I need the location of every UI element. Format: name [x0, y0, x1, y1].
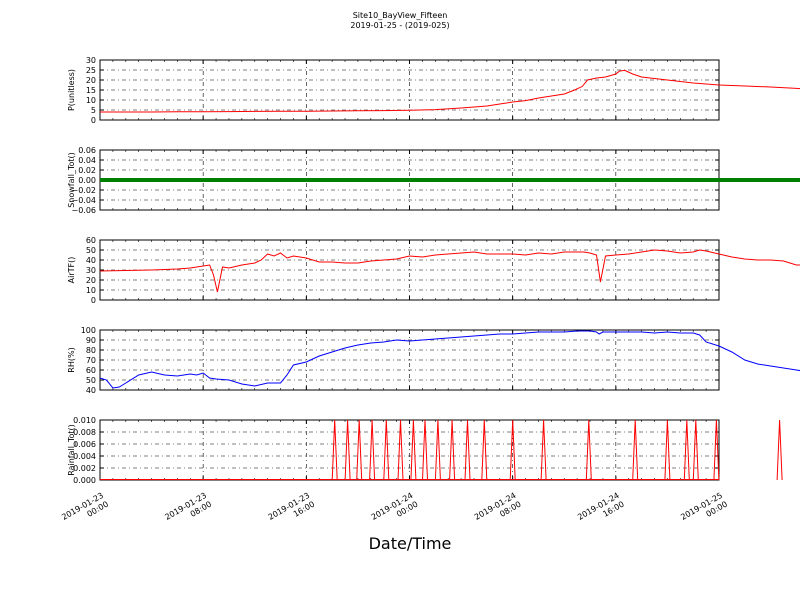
rainfall-spike — [632, 419, 639, 481]
y-tick-label: 70 — [86, 356, 96, 365]
y-tick-label: 50 — [86, 376, 96, 385]
series-line-3 — [99, 330, 800, 389]
y-tick-label: 0.02 — [78, 166, 96, 175]
y-tick-label: 100 — [81, 326, 96, 335]
y-tick-label: 30 — [86, 56, 96, 65]
rainfall-spike — [422, 419, 428, 481]
y-tick-label: 0.004 — [73, 452, 96, 461]
rainfall-spike — [383, 419, 390, 481]
rainfall-spike — [664, 419, 671, 481]
x-axis-label: Date/Time — [368, 534, 452, 553]
y-tick-label: 0.06 — [78, 146, 96, 155]
rainfall-spike — [585, 419, 592, 481]
y-tick-label: 0.000 — [73, 476, 96, 485]
series-line-0 — [100, 69, 800, 113]
y-tick-label: −0.06 — [71, 206, 96, 215]
rainfall-spike — [776, 419, 783, 481]
y-tick-label: 40 — [86, 256, 96, 265]
y-tick-label: −0.04 — [71, 196, 96, 205]
y-tick-label: 0.008 — [73, 428, 96, 437]
y-tick-label: 10 — [86, 286, 96, 295]
y-tick-label: 90 — [86, 336, 96, 345]
rainfall-spike — [509, 419, 516, 481]
rainfall-spike — [464, 419, 471, 481]
rainfall-spike — [344, 419, 351, 481]
rainfall-spike — [331, 419, 338, 481]
y-tick-label: 10 — [86, 96, 96, 105]
y-tick-label: 5 — [91, 106, 96, 115]
y-axis-label: RH(%) — [67, 347, 76, 372]
y-axis-label: AirTF() — [67, 257, 76, 284]
rainfall-spike — [713, 419, 720, 481]
rainfall-spike — [540, 419, 547, 481]
y-tick-label: 20 — [86, 276, 96, 285]
y-axis-label: Rainfall_Tot() — [67, 424, 76, 476]
chart-title: Site10_BayView_Fifteen — [352, 11, 448, 20]
y-tick-label: 0.00 — [78, 176, 96, 185]
rainfall-spike — [683, 419, 690, 481]
y-tick-label: 60 — [86, 236, 96, 245]
y-axis-label: Snowfall_Tot() — [67, 152, 76, 208]
y-tick-label: 0 — [91, 116, 96, 125]
rainfall-spike — [692, 419, 699, 481]
y-tick-label: 0 — [91, 296, 96, 305]
y-tick-label: 0.04 — [78, 156, 96, 165]
y-tick-label: 15 — [86, 86, 96, 95]
y-tick-label: 25 — [86, 66, 96, 75]
y-tick-label: 30 — [86, 266, 96, 275]
y-tick-label: 0.010 — [73, 416, 96, 425]
y-tick-label: 20 — [86, 76, 96, 85]
y-tick-label: 0.002 — [73, 464, 96, 473]
rainfall-spike — [481, 419, 488, 481]
rainfall-spike — [449, 419, 456, 481]
series-line-2 — [99, 249, 800, 293]
rainfall-spike — [356, 419, 363, 481]
y-axis-label: P(unitless) — [67, 69, 76, 111]
rainfall-spike — [369, 419, 376, 481]
y-tick-label: −0.02 — [71, 186, 96, 195]
y-tick-label: 40 — [86, 386, 96, 395]
rainfall-spike — [434, 419, 441, 481]
y-tick-label: 50 — [86, 246, 96, 255]
y-tick-label: 60 — [86, 366, 96, 375]
rainfall-spike — [410, 419, 417, 481]
y-tick-label: 80 — [86, 346, 96, 355]
rainfall-spike — [397, 419, 404, 481]
chart-subtitle: 2019-01-25 - (2019-025) — [350, 21, 450, 30]
y-tick-label: 0.006 — [73, 440, 96, 449]
